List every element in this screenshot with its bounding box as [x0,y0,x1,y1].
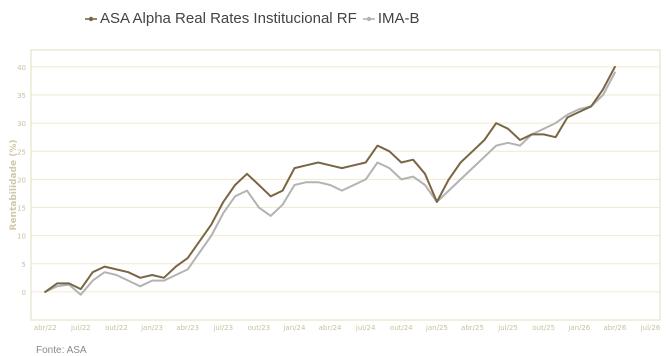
x-tick-label: jan/23 [140,324,163,332]
y-tick-label: 40 [17,64,26,72]
x-tick-label: out/25 [532,324,555,332]
x-tick-label: abr/26 [603,324,626,332]
x-tick-label: out/24 [390,324,413,332]
x-tick-label: jan/24 [282,324,305,332]
x-tick-label: abr/24 [319,324,342,332]
y-axis-label: Rentabilidade (%) [9,140,19,231]
series-layer [45,67,615,295]
x-tick-label: abr/23 [176,324,199,332]
x-tick-label: jul/24 [355,324,376,332]
series-line-ima [45,73,615,295]
y-tick-label: 30 [17,120,26,128]
source-note: Fonte: ASA [36,345,87,356]
x-tick-label: jan/25 [425,324,448,332]
y-tick-label: 10 [17,233,26,241]
y-tick-label: 35 [17,92,26,100]
x-tick-label: out/23 [247,324,270,332]
x-tick-label: jul/26 [640,324,661,332]
x-tick-label: abr/25 [461,324,484,332]
x-tick-label: jul/23 [212,324,233,332]
y-tick-label: 5 [22,261,26,269]
x-tick-label: out/22 [105,324,128,332]
y-tick-label: 0 [22,289,26,297]
x-tick-label: jul/25 [497,324,518,332]
x-tick-label: abr/22 [34,324,57,332]
x-tick-label: jul/22 [70,324,91,332]
x-tick-label: jan/26 [567,324,590,332]
